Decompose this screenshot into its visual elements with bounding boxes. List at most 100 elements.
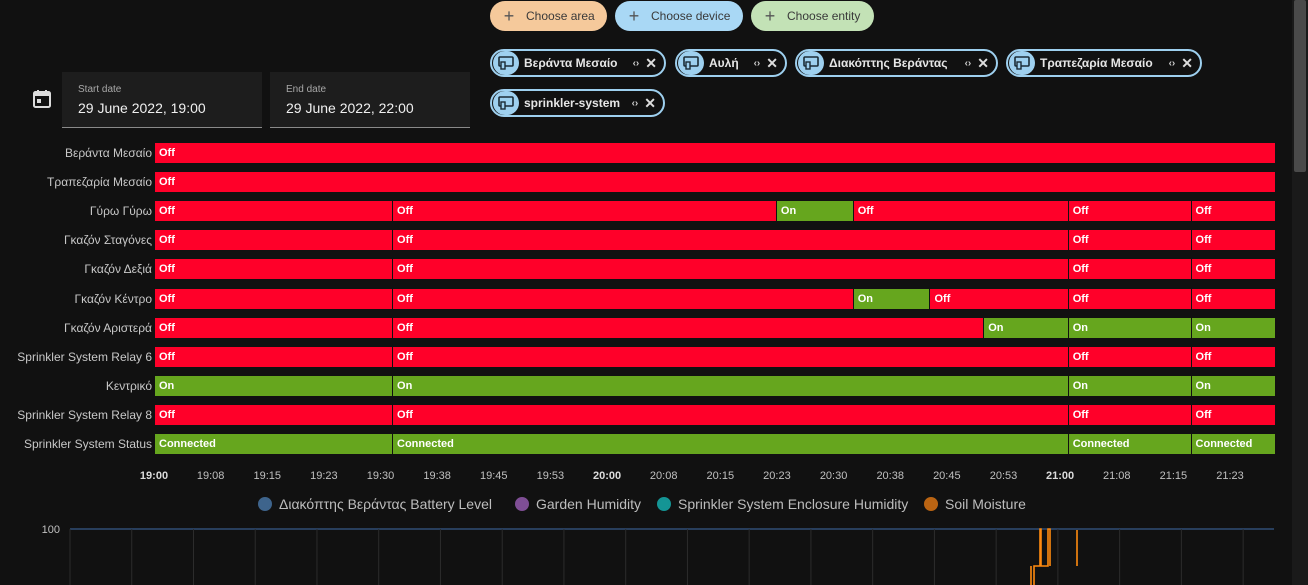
timeline-segment-off[interactable]: Off xyxy=(1067,347,1191,367)
x-tick-label: 20:23 xyxy=(763,470,791,482)
y-tick-label: 100 xyxy=(42,524,60,536)
device-icon xyxy=(678,51,704,75)
remove-icon[interactable]: ✕ xyxy=(645,54,657,71)
timeline-segment-off[interactable]: Off xyxy=(1067,201,1191,221)
remove-icon[interactable]: ✕ xyxy=(644,94,656,111)
timeline-segment-on[interactable]: On xyxy=(1067,318,1191,338)
timeline-segment-on[interactable]: On xyxy=(775,201,853,221)
legend-label: Soil Moisture xyxy=(945,496,1026,512)
timeline-segment-on[interactable]: On xyxy=(1067,376,1191,396)
remove-icon[interactable]: ✕ xyxy=(977,54,989,71)
page-scrollbar[interactable] xyxy=(1292,0,1308,585)
device-icon xyxy=(1009,51,1035,75)
timeline-segment-off[interactable]: Off xyxy=(1190,289,1275,309)
choose-area-label: Choose area xyxy=(526,9,595,23)
scrollbar-thumb[interactable] xyxy=(1294,0,1306,172)
x-tick-label: 21:08 xyxy=(1102,470,1131,482)
expand-icon[interactable]: ‹› xyxy=(632,57,640,69)
end-date-field[interactable]: End date 29 June 2022, 22:00 xyxy=(270,72,470,128)
timeline-segment-off[interactable]: Off xyxy=(1067,259,1191,279)
legend-item[interactable]: Διακόπτης Βεράντας Battery Level xyxy=(258,496,492,512)
legend-item[interactable]: Sprinkler System Enclosure Humidity xyxy=(657,496,908,512)
device-icon xyxy=(493,91,519,115)
timeline-row-label: Τραπεζαρία Μεσαίο xyxy=(47,175,152,189)
legend-swatch xyxy=(657,497,671,511)
device-icon xyxy=(493,51,519,75)
timeline-segment-off[interactable]: Off xyxy=(392,405,1068,425)
timeline-segment-on[interactable]: On xyxy=(983,318,1068,338)
legend-label: Garden Humidity xyxy=(536,496,642,512)
timeline-segment-connected[interactable]: Connected xyxy=(392,434,1068,454)
timeline-segment-on[interactable]: On xyxy=(852,289,930,309)
timeline-segment-off[interactable]: Off xyxy=(1190,347,1275,367)
x-tick-label: 19:00 xyxy=(139,470,169,482)
target-chip[interactable]: sprinkler-system ‹› ✕ xyxy=(490,89,665,117)
timeline-segment-off[interactable]: Off xyxy=(154,172,1275,192)
timeline-segment-off[interactable]: Off xyxy=(1190,230,1275,250)
timeline-segment-off[interactable]: Off xyxy=(154,289,393,309)
timeline-segment-off[interactable]: Off xyxy=(154,318,393,338)
target-chip[interactable]: Διακόπτης Βεράντας ‹› ✕ xyxy=(795,49,998,77)
timeline-segment-off[interactable]: Off xyxy=(1067,289,1191,309)
end-date-value: 29 June 2022, 22:00 xyxy=(286,100,414,116)
timeline-segment-off[interactable]: Off xyxy=(392,347,1068,367)
timeline-segment-off[interactable]: Off xyxy=(392,201,776,221)
calendar-icon[interactable] xyxy=(32,89,52,114)
timeline-segment-off[interactable]: Off xyxy=(1190,405,1275,425)
timeline-row-label: Γύρω Γύρω xyxy=(89,204,152,218)
timeline-segment-off[interactable]: Off xyxy=(1067,405,1191,425)
target-chip[interactable]: Βεράντα Μεσαίο ‹› ✕ xyxy=(490,49,666,77)
timeline-segment-connected[interactable]: Connected xyxy=(1190,434,1275,454)
timeline-segment-off[interactable]: Off xyxy=(1190,259,1275,279)
timeline-segment-on[interactable]: On xyxy=(1190,318,1275,338)
plus-icon: + xyxy=(503,5,515,26)
timeline-segment-off[interactable]: Off xyxy=(392,289,853,309)
choose-entity-button[interactable]: + Choose entity xyxy=(751,1,874,31)
plus-icon: + xyxy=(628,5,640,26)
expand-icon[interactable]: ‹› xyxy=(1168,57,1176,69)
timeline-segment-off[interactable]: Off xyxy=(154,405,393,425)
x-tick-label: 19:15 xyxy=(253,470,282,482)
target-chip[interactable]: Τραπεζαρία Μεσαίο ‹› ✕ xyxy=(1006,49,1202,77)
legend-item[interactable]: Soil Moisture xyxy=(924,496,1026,512)
timeline-segment-off[interactable]: Off xyxy=(392,230,1068,250)
timeline-segment-off[interactable]: Off xyxy=(1067,230,1191,250)
timeline-segment-connected[interactable]: Connected xyxy=(1067,434,1191,454)
timeline-segment-on[interactable]: On xyxy=(154,376,393,396)
expand-icon[interactable]: ‹› xyxy=(753,57,761,69)
timeline-segment-off[interactable]: Off xyxy=(929,289,1068,309)
start-date-field[interactable]: Start date 29 June 2022, 19:00 xyxy=(62,72,262,128)
expand-icon[interactable]: ‹› xyxy=(631,97,639,109)
target-name: sprinkler-system xyxy=(524,96,621,110)
choose-area-button[interactable]: + Choose area xyxy=(490,1,607,31)
choose-device-button[interactable]: + Choose device xyxy=(615,1,743,31)
timeline-segment-off[interactable]: Off xyxy=(154,143,1275,163)
x-tick-label: 19:30 xyxy=(366,470,395,482)
timeline-segment-off[interactable]: Off xyxy=(392,259,1068,279)
timeline-segment-on[interactable]: On xyxy=(392,376,1068,396)
timeline-segment-on[interactable]: On xyxy=(1190,376,1275,396)
legend-label: Διακόπτης Βεράντας Battery Level xyxy=(279,496,492,512)
x-tick-label: 19:38 xyxy=(423,470,451,482)
x-tick-label: 20:00 xyxy=(592,470,622,482)
timeline-row-label: Sprinkler System Relay 8 xyxy=(17,408,152,422)
timeline-segment-off[interactable]: Off xyxy=(154,201,393,221)
timeline-segment-off[interactable]: Off xyxy=(852,201,1068,221)
timeline-segment-off[interactable]: Off xyxy=(392,318,984,338)
timeline-segment-connected[interactable]: Connected xyxy=(154,434,393,454)
timeline-row-label: Γκαζόν Κέντρο xyxy=(74,292,153,306)
remove-icon[interactable]: ✕ xyxy=(1181,54,1193,71)
timeline-segment-off[interactable]: Off xyxy=(154,230,393,250)
legend-swatch xyxy=(924,497,938,511)
remove-icon[interactable]: ✕ xyxy=(766,54,778,71)
timeline-segment-off[interactable]: Off xyxy=(1190,201,1275,221)
timeline-row-label: Βεράντα Μεσαίο xyxy=(65,146,152,160)
expand-icon[interactable]: ‹› xyxy=(964,57,972,69)
timeline-row-label: Sprinkler System Status xyxy=(23,437,152,451)
target-chip[interactable]: Αυλή ‹› ✕ xyxy=(675,49,787,77)
legend-item[interactable]: Garden Humidity xyxy=(515,496,641,512)
timeline-segment-off[interactable]: Off xyxy=(154,259,393,279)
timeline-segment-off[interactable]: Off xyxy=(154,347,393,367)
target-name: Βεράντα Μεσαίο xyxy=(524,56,618,70)
legend-label: Sprinkler System Enclosure Humidity xyxy=(678,496,909,512)
